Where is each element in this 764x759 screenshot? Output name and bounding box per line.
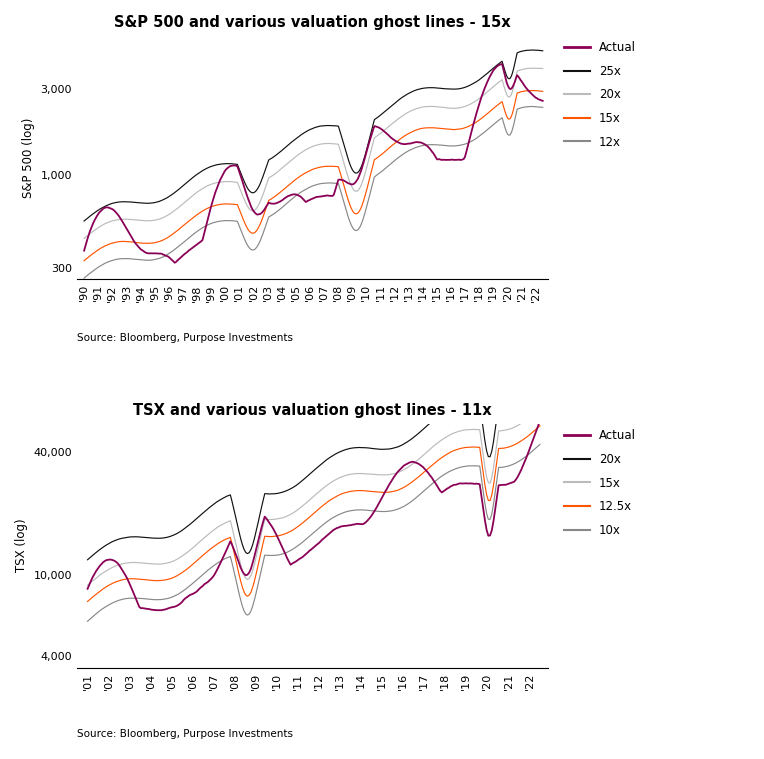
Title: S&P 500 and various valuation ghost lines - 15x: S&P 500 and various valuation ghost line… (115, 15, 511, 30)
Y-axis label: TSX (log): TSX (log) (15, 519, 28, 572)
Text: Source: Bloomberg, Purpose Investments: Source: Bloomberg, Purpose Investments (77, 729, 293, 739)
Y-axis label: S&P 500 (log): S&P 500 (log) (22, 117, 35, 197)
Legend: Actual, 25x, 20x, 15x, 12x: Actual, 25x, 20x, 15x, 12x (559, 36, 641, 153)
Text: Source: Bloomberg, Purpose Investments: Source: Bloomberg, Purpose Investments (77, 333, 293, 343)
Legend: Actual, 20x, 15x, 12.5x, 10x: Actual, 20x, 15x, 12.5x, 10x (559, 424, 641, 542)
Title: TSX and various valuation ghost lines - 11x: TSX and various valuation ghost lines - … (134, 403, 492, 418)
